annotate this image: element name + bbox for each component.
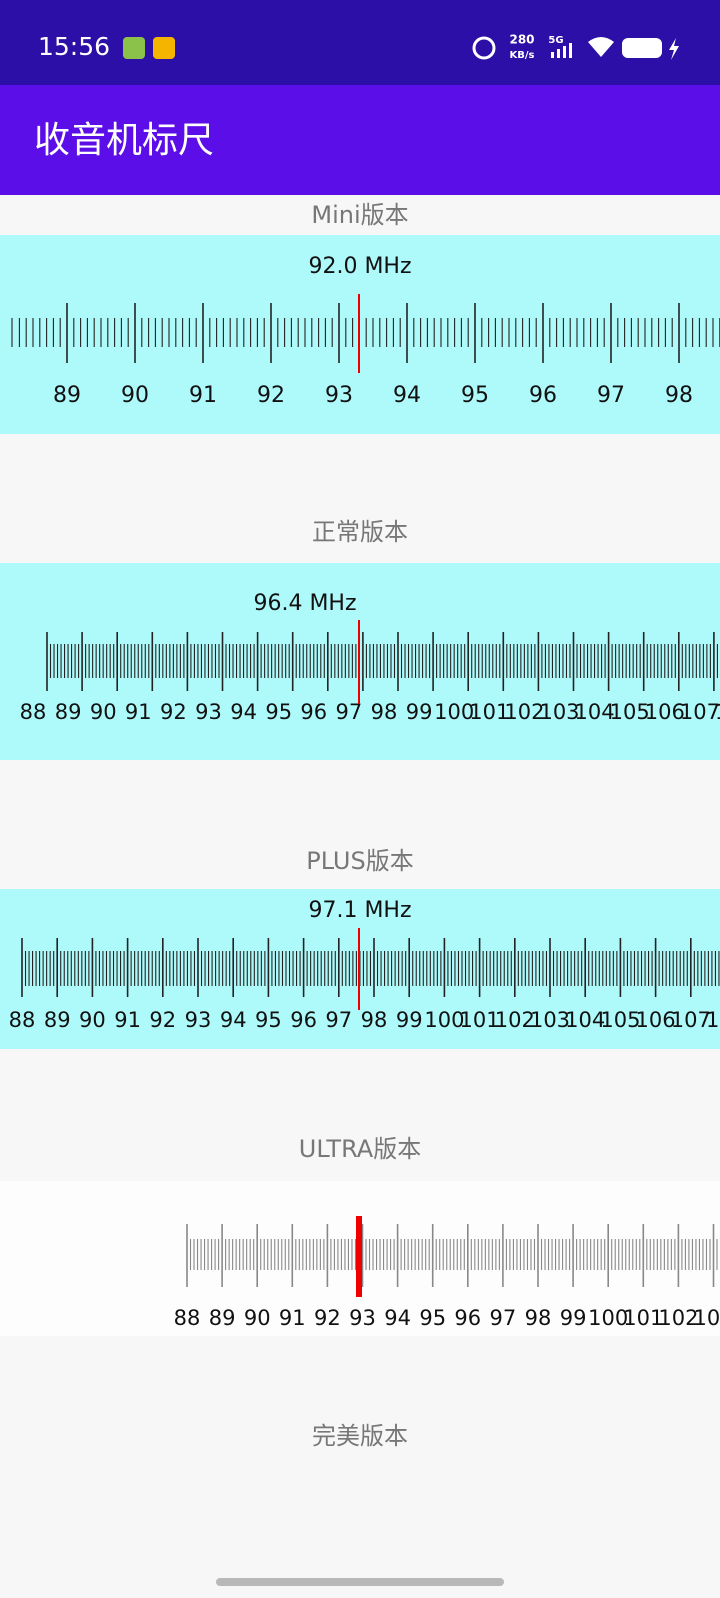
ruler-label: 90 (79, 1008, 106, 1032)
ruler-label: 98 (665, 383, 693, 408)
ruler-label: 89 (55, 700, 82, 724)
frequency-readout: 92.0 MHz (308, 254, 411, 279)
section-title: 完美版本 (312, 1422, 408, 1450)
app-title: 收音机标尺 (34, 120, 214, 161)
ruler-label: 97 (325, 1008, 352, 1032)
ruler-label: 97 (597, 383, 625, 408)
ruler-label: 107 (671, 1008, 711, 1032)
ruler-label: 105 (610, 700, 650, 724)
ruler-label: 92 (149, 1008, 176, 1032)
ruler-label: 96 (529, 383, 557, 408)
ruler-label: 103 (693, 1306, 720, 1330)
ruler-label: 95 (419, 1306, 446, 1330)
ruler-label: 104 (565, 1008, 605, 1032)
ruler-label: 108 (706, 1008, 720, 1032)
ruler-label: 104 (575, 700, 615, 724)
frequency-readout: 97.1 MHz (308, 898, 411, 923)
ruler-label: 91 (125, 700, 152, 724)
ruler-label: 92 (314, 1306, 341, 1330)
ruler-label: 92 (257, 383, 285, 408)
ruler-label: 94 (230, 700, 257, 724)
section-title: 正常版本 (312, 518, 408, 546)
ruler-label: 101 (460, 1008, 500, 1032)
ruler-label: 94 (220, 1008, 247, 1032)
wifi-icon (588, 37, 614, 57)
ruler-label: 105 (600, 1008, 640, 1032)
ruler-label: 88 (20, 700, 47, 724)
ruler-label: 102 (495, 1008, 535, 1032)
ruler-label: 93 (349, 1306, 376, 1330)
usb-icon (123, 37, 145, 59)
ruler-label: 91 (189, 383, 217, 408)
ruler-label: 98 (371, 700, 398, 724)
ruler-label: 97 (490, 1306, 517, 1330)
network-type: 5G (548, 35, 563, 46)
ruler-label: 98 (525, 1306, 552, 1330)
ruler-label: 89 (209, 1306, 236, 1330)
ruler-label: 95 (461, 383, 489, 408)
ruler-label: 93 (195, 700, 222, 724)
ruler-label: 102 (504, 700, 544, 724)
net-speed: 280 (509, 33, 534, 47)
ruler-label: 98 (361, 1008, 388, 1032)
ruler-label: 88 (174, 1306, 201, 1330)
app-bar (0, 85, 720, 195)
ruler-label: 95 (265, 700, 292, 724)
ruler-label: 90 (244, 1306, 271, 1330)
clock: 15:56 (38, 32, 110, 61)
ruler-label: 89 (53, 383, 81, 408)
ruler-label: 96 (300, 700, 327, 724)
alarm-icon (472, 36, 496, 60)
signal-icon (551, 43, 572, 58)
ruler-label: 103 (539, 700, 579, 724)
ruler-label: 101 (469, 700, 509, 724)
ruler-label: 88 (9, 1008, 36, 1032)
frequency-readout: 96.4 MHz (253, 591, 356, 616)
ruler-label: 96 (290, 1008, 317, 1032)
ruler-label: 100 (434, 700, 474, 724)
ruler-label: 94 (393, 383, 421, 408)
ruler-label: 108 (715, 700, 720, 724)
section-title: Mini版本 (311, 201, 408, 229)
ruler-label: 93 (325, 383, 353, 408)
ruler-label: 99 (406, 700, 433, 724)
ruler-label: 89 (44, 1008, 71, 1032)
section-title: ULTRA版本 (299, 1135, 421, 1163)
ruler-label: 101 (623, 1306, 663, 1330)
ruler-label: 90 (90, 700, 117, 724)
ruler-label: 99 (396, 1008, 423, 1032)
ruler-label: 100 (424, 1008, 464, 1032)
ruler-label: 97 (336, 700, 363, 724)
battery-icon (622, 38, 662, 58)
ruler-label: 94 (384, 1306, 411, 1330)
home-indicator (216, 1578, 504, 1586)
ruler-label: 103 (530, 1008, 570, 1032)
ruler-label: 96 (454, 1306, 481, 1330)
ruler-label: 93 (185, 1008, 212, 1032)
ruler-label: 99 (560, 1306, 587, 1330)
charging-icon (669, 38, 679, 60)
ruler-label: 95 (255, 1008, 282, 1032)
ruler-label: 90 (121, 383, 149, 408)
ruler-label: 91 (279, 1306, 306, 1330)
ruler-label: 107 (680, 700, 720, 724)
ruler-label: 100 (588, 1306, 628, 1330)
net-unit: KB/s (510, 50, 535, 61)
ruler-label: 106 (636, 1008, 676, 1032)
ruler-label: 91 (114, 1008, 141, 1032)
tools-icon (153, 37, 175, 59)
ruler-label: 102 (658, 1306, 698, 1330)
ruler-label: 106 (645, 700, 685, 724)
section-title: PLUS版本 (306, 847, 413, 875)
ruler-label: 92 (160, 700, 187, 724)
